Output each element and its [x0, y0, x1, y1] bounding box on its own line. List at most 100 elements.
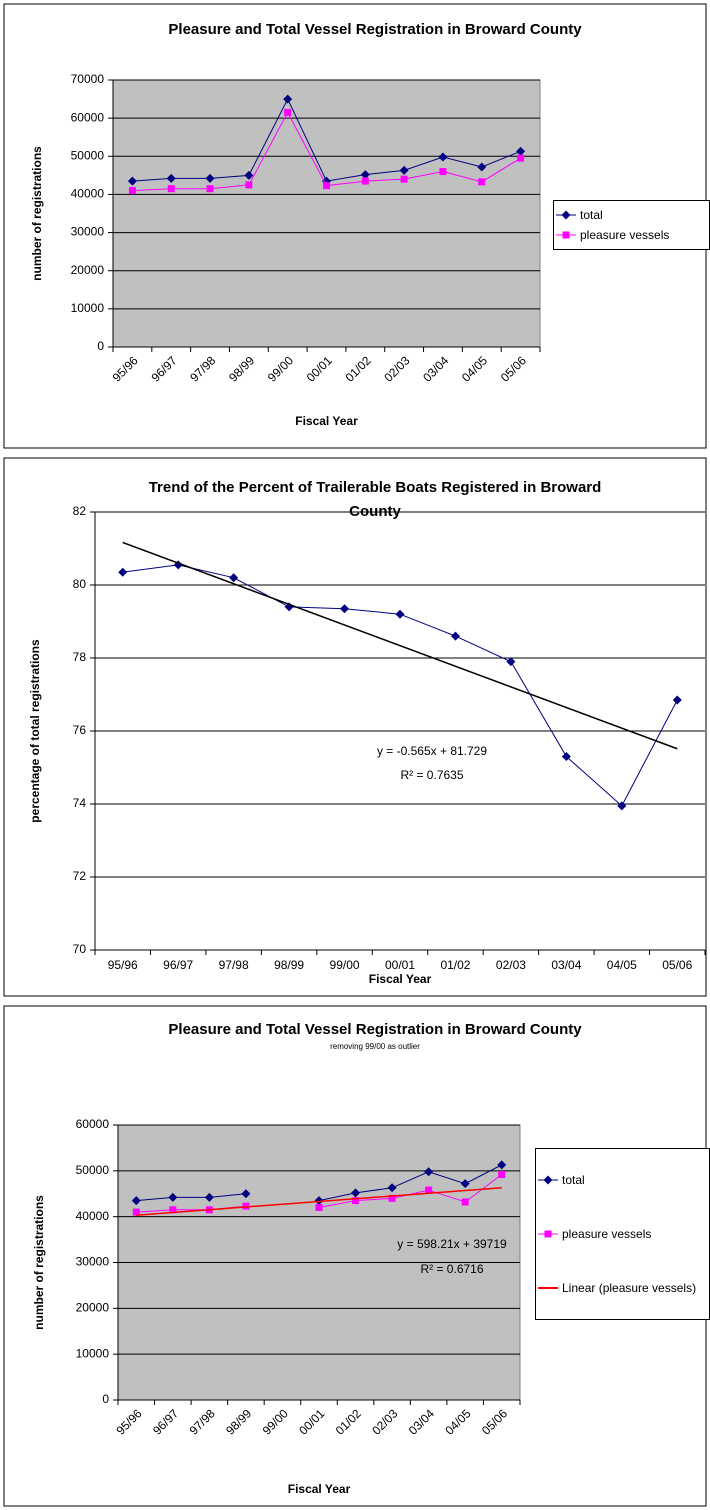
legend-swatch	[538, 1175, 558, 1185]
point	[315, 1204, 323, 1211]
title-text: Pleasure and Total Vessel Registration i…	[168, 21, 582, 38]
y-tick-label: 10000	[71, 301, 105, 315]
point	[400, 175, 408, 183]
x-tick-label: 01/02	[333, 1406, 364, 1437]
legend-entry: total	[536, 1173, 709, 1187]
y-tick-label: 20000	[76, 1301, 110, 1315]
point	[425, 1186, 433, 1194]
point	[323, 182, 330, 190]
point	[166, 173, 176, 183]
chart-subtitle: removing 99/00 as outlier	[330, 1042, 420, 1051]
x-tick-label: 00/01	[304, 353, 335, 384]
y-tick-label: 10000	[76, 1346, 110, 1360]
x-tick-label: 03/04	[551, 958, 581, 972]
legend-entry: Linear (pleasure vessels)	[536, 1281, 709, 1295]
x-tick-label: 98/99	[274, 958, 304, 972]
point	[283, 94, 293, 104]
point	[351, 1188, 361, 1198]
point	[561, 752, 571, 762]
point	[241, 1189, 251, 1199]
point	[284, 108, 292, 116]
y-tick-label: 82	[73, 504, 87, 518]
legend-swatch	[556, 231, 576, 239]
y-tick-label: 0	[102, 1392, 109, 1406]
point	[314, 1196, 324, 1206]
x-tick-label: 97/98	[187, 353, 218, 384]
legend: total pleasure vessels Linear (pleasure ve…	[535, 1148, 710, 1320]
y-axis-label: number of registrations	[30, 146, 44, 281]
point	[242, 1202, 250, 1210]
legend-marker	[562, 231, 570, 239]
x-tick-label: 05/06	[479, 1406, 510, 1437]
point	[167, 185, 175, 193]
point	[478, 178, 486, 186]
point	[128, 187, 136, 195]
legend-label: Linear (pleasure vessels)	[562, 1281, 697, 1295]
point	[360, 170, 370, 180]
trendline	[136, 1187, 502, 1216]
series-line	[318, 1164, 502, 1202]
y-tick-label: 30000	[76, 1255, 110, 1269]
y-tick-label: 70	[73, 942, 87, 956]
x-tick-label: 00/01	[385, 958, 415, 972]
annotation: R² = 0.6716	[420, 1262, 483, 1276]
point	[399, 165, 409, 175]
chart-title: Pleasure and Total Vessel Registration i…	[55, 1018, 695, 1051]
point	[244, 170, 254, 180]
point	[361, 177, 369, 185]
y-tick-label: 60000	[71, 110, 105, 124]
legend-marker	[561, 210, 571, 220]
title-text: Pleasure and Total Vessel Registration i…	[168, 1021, 582, 1038]
y-tick-label: 40000	[71, 187, 105, 201]
legend-label: pleasure vessels	[562, 1227, 652, 1241]
legend: total pleasure vessels	[553, 200, 710, 250]
point	[388, 1194, 396, 1202]
point	[516, 146, 526, 156]
annotation: R² = 0.7635	[400, 768, 463, 782]
x-axis-label: Fiscal Year	[369, 972, 432, 986]
legend-entry: pleasure vessels	[536, 1227, 709, 1241]
x-tick-label: 99/00	[260, 1406, 291, 1437]
x-axis-label: Fiscal Year	[288, 1482, 351, 1496]
point	[204, 1192, 214, 1202]
point	[517, 154, 525, 162]
title-text: Trend of the Percent of Trailerable Boat…	[148, 479, 602, 520]
y-tick-label: 50000	[71, 148, 105, 162]
y-tick-label: 78	[73, 650, 87, 664]
trendline	[122, 541, 678, 750]
point	[395, 609, 405, 619]
legend-marker	[543, 1175, 553, 1185]
y-tick-label: 70000	[71, 72, 105, 86]
legend-label: total	[580, 208, 603, 222]
chart-border	[3, 457, 707, 997]
legend-label: total	[562, 1173, 585, 1187]
x-tick-label: 96/97	[163, 958, 193, 972]
point	[118, 567, 128, 577]
annotation: y = 598.21x + 39719	[397, 1237, 507, 1251]
point	[439, 168, 447, 176]
x-tick-label: 95/96	[114, 1406, 145, 1437]
legend-entry: total	[554, 208, 709, 222]
y-tick-label: 40000	[76, 1209, 110, 1223]
x-tick-label: 95/96	[108, 958, 138, 972]
x-tick-label: 98/99	[223, 1406, 254, 1437]
y-tick-label: 50000	[76, 1163, 110, 1177]
point	[424, 1167, 434, 1177]
point	[127, 176, 137, 186]
legend-swatch	[556, 210, 576, 220]
point	[245, 181, 253, 189]
x-tick-label: 95/96	[110, 353, 141, 384]
x-tick-label: 01/02	[440, 958, 470, 972]
point	[450, 631, 460, 641]
chart-title: Pleasure and Total Vessel Registration i…	[140, 18, 610, 42]
y-tick-label: 60000	[76, 1117, 110, 1131]
x-tick-label: 03/04	[406, 1406, 437, 1437]
legend-marker	[544, 1230, 552, 1238]
annotation: y = -0.565x + 81.729	[377, 744, 487, 758]
y-tick-label: 30000	[71, 225, 105, 239]
x-tick-label: 04/05	[607, 958, 637, 972]
legend-swatch	[538, 1287, 558, 1289]
x-tick-label: 97/98	[219, 958, 249, 972]
